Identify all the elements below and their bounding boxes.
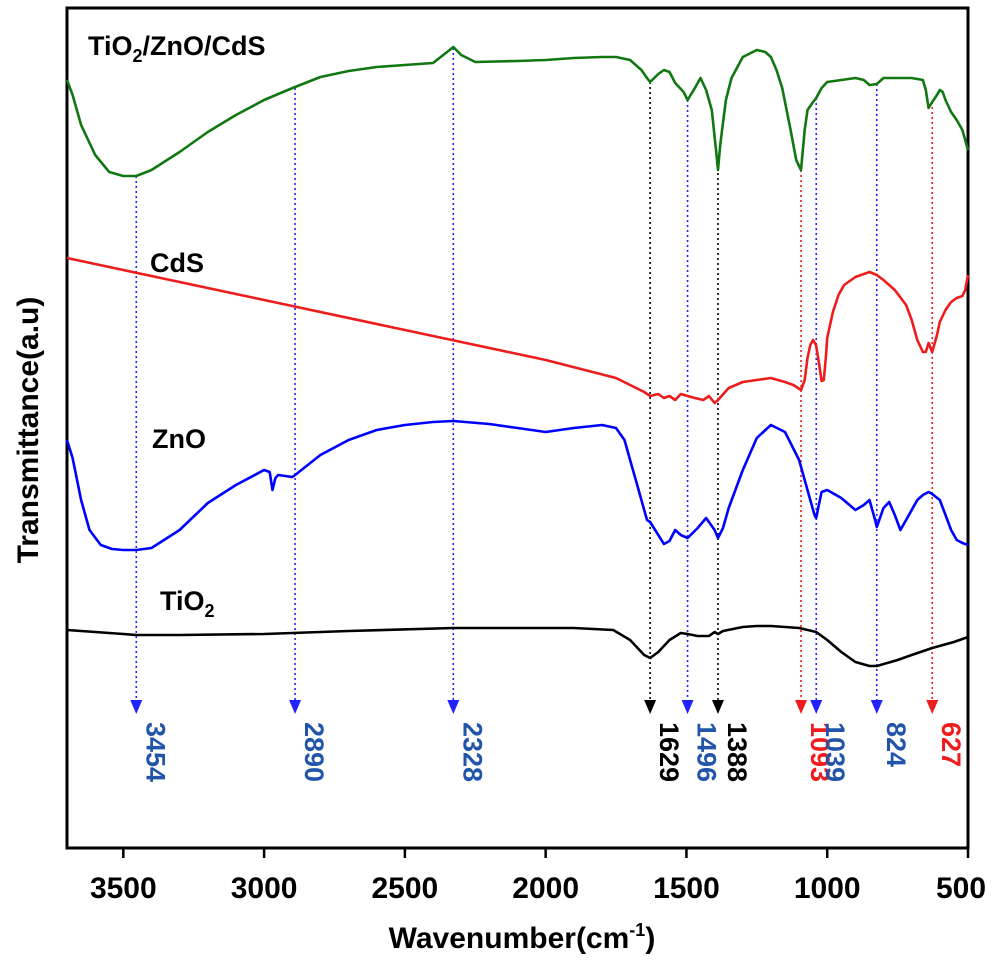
x-tick-label-3000: 3000 [231, 872, 298, 905]
peak-label-1093: 1093 [805, 722, 835, 782]
y-axis-label: Transmittance(a.u) [12, 297, 45, 564]
peak-label-1388: 1388 [722, 722, 752, 782]
series-label-tio2-zno-cds: TiO2/ZnO/CdS [88, 31, 266, 66]
peak-arrow-1629 [644, 700, 657, 714]
peak-label-1496: 1496 [692, 722, 722, 782]
peak-label-3454: 3454 [140, 722, 170, 782]
peak-arrow-1388 [711, 700, 724, 714]
series-label-tio2: TiO2 [160, 586, 215, 621]
series-labels: TiO2/ZnO/CdS CdS ZnO TiO2 [88, 31, 266, 621]
peak-label-1629: 1629 [654, 722, 684, 782]
x-tick-label-1000: 1000 [794, 872, 861, 905]
series-line-0 [66, 624, 969, 668]
series-lines [65, 45, 970, 668]
x-tick-label-500: 500 [936, 872, 986, 905]
peak-arrow-1496 [681, 700, 694, 714]
series-line-3 [65, 45, 970, 178]
peak-arrow-2328 [447, 700, 460, 714]
peak-arrow-3454 [130, 700, 143, 714]
x-tick-label-3500: 3500 [90, 872, 157, 905]
peak-label-1039: 1039 [820, 722, 850, 782]
x-tick-label-2000: 2000 [512, 872, 579, 905]
series-label-cds: CdS [150, 248, 204, 278]
peak-label-627: 627 [936, 722, 966, 767]
series-line-1 [65, 419, 969, 552]
peak-arrow-1093 [795, 700, 808, 714]
x-tick-label-1500: 1500 [653, 872, 720, 905]
peak-arrow-824 [870, 700, 883, 714]
peak-label-824: 824 [881, 722, 911, 767]
peak-arrow-2890 [289, 700, 302, 714]
peak-label-2890: 2890 [299, 722, 329, 782]
series-line-2 [66, 256, 970, 405]
x-tick-label-2500: 2500 [372, 872, 439, 905]
x-axis-label: Wavenumber(cm-1) [389, 920, 656, 955]
peak-arrow-1039 [810, 700, 823, 714]
peak-arrow-627 [926, 700, 939, 714]
plot-frame [65, 6, 970, 850]
series-label-zno: ZnO [152, 424, 206, 454]
peak-label-2328: 2328 [457, 722, 487, 782]
x-axis-ticks: 3500 3000 2500 2000 1500 1000 500 [90, 848, 986, 905]
